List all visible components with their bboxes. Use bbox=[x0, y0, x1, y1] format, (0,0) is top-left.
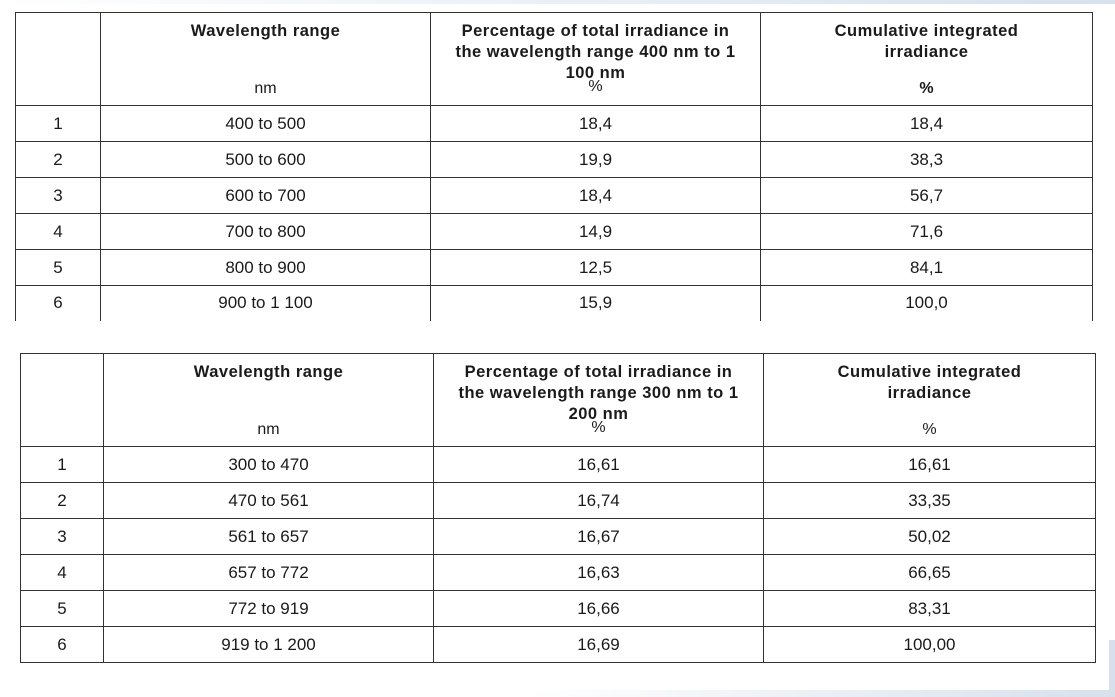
table-row: 5 800 to 900 12,5 84,1 bbox=[15, 249, 1093, 286]
wavelength-range-header: Wavelength range nm bbox=[103, 353, 434, 447]
table-header-row: Wavelength range nm Percentage of total … bbox=[15, 12, 1093, 106]
cumulative-header: Cumulative integrated irradiance % bbox=[760, 12, 1093, 106]
wavelength-range-header: Wavelength range nm bbox=[100, 12, 431, 106]
wavelength-range-cell: 900 to 1 100 bbox=[100, 285, 431, 321]
cumulative-cell: 18,4 bbox=[760, 105, 1093, 142]
cumulative-cell: 50,02 bbox=[763, 518, 1096, 555]
header-label: Percentage of total irradiance in the wa… bbox=[455, 22, 736, 82]
row-index: 5 bbox=[20, 590, 104, 627]
cumulative-cell: 66,65 bbox=[763, 554, 1096, 591]
header-label: Wavelength range bbox=[190, 22, 341, 40]
percentage-header: Percentage of total irradiance in the wa… bbox=[430, 12, 761, 106]
wavelength-range-cell: 561 to 657 bbox=[103, 518, 434, 555]
unit-label: % bbox=[591, 419, 606, 436]
cumulative-cell: 100,00 bbox=[763, 626, 1096, 663]
row-index: 3 bbox=[15, 177, 101, 214]
unit-label: % bbox=[922, 421, 937, 438]
irradiance-table-1: Wavelength range nm Percentage of total … bbox=[15, 12, 1093, 321]
row-index: 4 bbox=[15, 213, 101, 250]
percentage-cell: 16,74 bbox=[433, 482, 764, 519]
unit-label: % bbox=[588, 78, 603, 95]
percentage-cell: 19,9 bbox=[430, 141, 761, 178]
header-label: Cumulative integrated irradiance bbox=[837, 363, 1022, 402]
percentage-cell: 14,9 bbox=[430, 213, 761, 250]
row-index-header bbox=[15, 12, 101, 106]
row-index: 1 bbox=[20, 446, 104, 483]
row-index: 6 bbox=[15, 285, 101, 321]
header-label: Cumulative integrated irradiance bbox=[834, 22, 1019, 61]
wavelength-range-cell: 919 to 1 200 bbox=[103, 626, 434, 663]
wavelength-range-cell: 400 to 500 bbox=[100, 105, 431, 142]
cumulative-cell: 71,6 bbox=[760, 213, 1093, 250]
cumulative-cell: 84,1 bbox=[760, 249, 1093, 286]
table-row: 2 500 to 600 19,9 38,3 bbox=[15, 141, 1093, 178]
row-index: 3 bbox=[20, 518, 104, 555]
percentage-cell: 15,9 bbox=[430, 285, 761, 321]
wavelength-range-cell: 800 to 900 bbox=[100, 249, 431, 286]
percentage-cell: 16,66 bbox=[433, 590, 764, 627]
wavelength-range-cell: 700 to 800 bbox=[100, 213, 431, 250]
percentage-cell: 16,67 bbox=[433, 518, 764, 555]
percentage-cell: 16,61 bbox=[433, 446, 764, 483]
cumulative-cell: 33,35 bbox=[763, 482, 1096, 519]
row-index: 1 bbox=[15, 105, 101, 142]
percentage-cell: 18,4 bbox=[430, 177, 761, 214]
percentage-cell: 16,69 bbox=[433, 626, 764, 663]
row-index-header bbox=[20, 353, 104, 447]
header-label: Percentage of total irradiance in the wa… bbox=[458, 363, 739, 423]
header-label: Wavelength range bbox=[193, 363, 344, 381]
percentage-cell: 16,63 bbox=[433, 554, 764, 591]
cumulative-cell: 38,3 bbox=[760, 141, 1093, 178]
cumulative-cell: 83,31 bbox=[763, 590, 1096, 627]
row-index: 6 bbox=[20, 626, 104, 663]
cumulative-cell: 56,7 bbox=[760, 177, 1093, 214]
table-row: 1 400 to 500 18,4 18,4 bbox=[15, 105, 1093, 142]
table-row: 6 900 to 1 100 15,9 100,0 bbox=[15, 285, 1093, 321]
unit-label: % bbox=[919, 80, 934, 97]
wavelength-range-cell: 300 to 470 bbox=[103, 446, 434, 483]
table-row: 4 700 to 800 14,9 71,6 bbox=[15, 213, 1093, 250]
table-row: 2 470 to 561 16,74 33,35 bbox=[20, 482, 1096, 519]
cumulative-cell: 16,61 bbox=[763, 446, 1096, 483]
wavelength-range-cell: 470 to 561 bbox=[103, 482, 434, 519]
table-row: 3 561 to 657 16,67 50,02 bbox=[20, 518, 1096, 555]
irradiance-table-2: Wavelength range nm Percentage of total … bbox=[20, 353, 1096, 663]
wavelength-range-cell: 772 to 919 bbox=[103, 590, 434, 627]
unit-label: nm bbox=[257, 421, 280, 438]
percentage-cell: 18,4 bbox=[430, 105, 761, 142]
row-index: 4 bbox=[20, 554, 104, 591]
cumulative-cell: 100,0 bbox=[760, 285, 1093, 321]
row-index: 2 bbox=[15, 141, 101, 178]
percentage-header: Percentage of total irradiance in the wa… bbox=[433, 353, 764, 447]
unit-label: nm bbox=[254, 80, 277, 97]
table-row: 4 657 to 772 16,63 66,65 bbox=[20, 554, 1096, 591]
wavelength-range-cell: 500 to 600 bbox=[100, 141, 431, 178]
table-row: 3 600 to 700 18,4 56,7 bbox=[15, 177, 1093, 214]
top-edge-strip bbox=[0, 0, 1115, 4]
table-row: 1 300 to 470 16,61 16,61 bbox=[20, 446, 1096, 483]
table-row: 6 919 to 1 200 16,69 100,00 bbox=[20, 626, 1096, 663]
percentage-cell: 12,5 bbox=[430, 249, 761, 286]
right-edge-strip bbox=[1109, 640, 1115, 697]
wavelength-range-cell: 657 to 772 bbox=[103, 554, 434, 591]
cumulative-header: Cumulative integrated irradiance % bbox=[763, 353, 1096, 447]
row-index: 2 bbox=[20, 482, 104, 519]
wavelength-range-cell: 600 to 700 bbox=[100, 177, 431, 214]
row-index: 5 bbox=[15, 249, 101, 286]
table-header-row: Wavelength range nm Percentage of total … bbox=[20, 353, 1096, 447]
bottom-edge-strip bbox=[528, 690, 1115, 697]
table-row: 5 772 to 919 16,66 83,31 bbox=[20, 590, 1096, 627]
